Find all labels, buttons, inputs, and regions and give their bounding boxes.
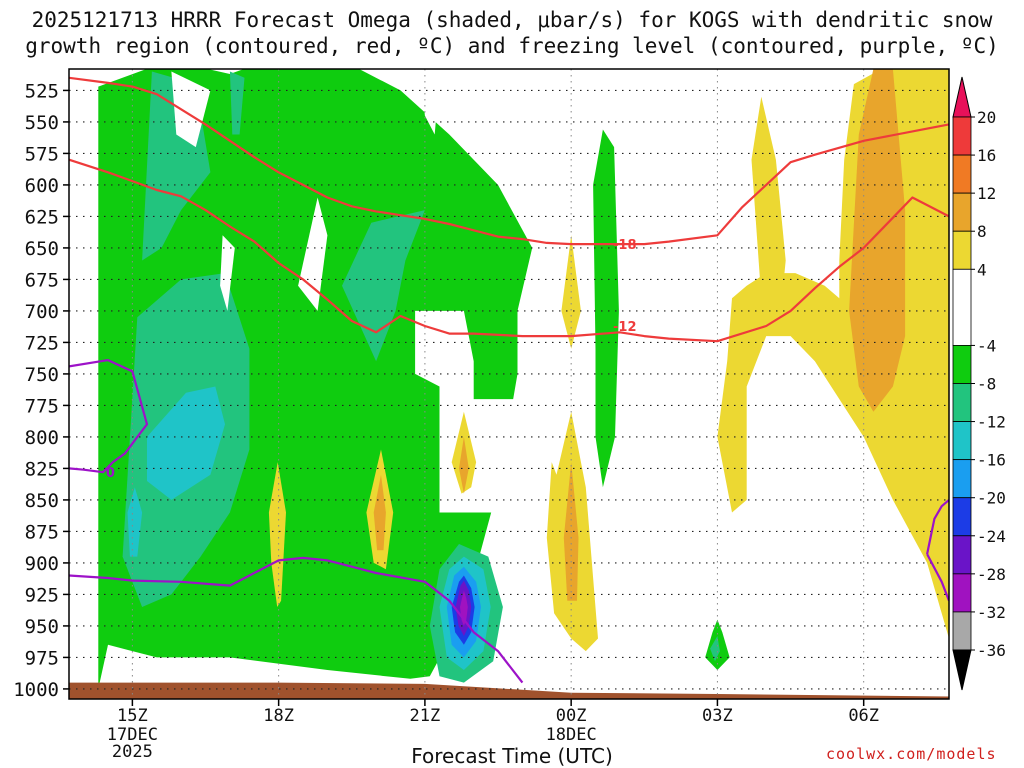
y-tick-label-850: 850 [25,490,59,512]
colorbar-bin-1 [952,116,972,156]
freezing-contour-3 [926,553,949,602]
x-tick-label-06Z: 06Z [848,706,879,726]
y-tick-label-925: 925 [25,584,59,606]
y-tick-label-625: 625 [25,206,59,228]
credit-text: coolwx.com/models [826,745,997,763]
colorbar-label--12: -12 [977,413,1006,432]
omega-region-16 [415,310,518,513]
terrain-layer [69,682,949,699]
colorbar-label--8: -8 [977,375,996,394]
x-tick-label-18Z: 18Z [263,706,294,726]
freezing-contour-2 [926,499,949,555]
y-tick-label-750: 750 [25,364,59,386]
omega-region-22 [751,96,786,311]
y-tick-label-700: 700 [25,301,59,323]
omega-region-30 [459,436,469,494]
x-tick-label-21Z: 21Z [410,706,441,726]
dgz-contour-label-1: -12 [613,320,637,335]
omega-region-8 [127,487,143,557]
omega-region-7 [147,386,225,500]
colorbar-label-4: 4 [977,260,987,279]
colorbar-bin-2 [952,154,972,194]
colorbar-label--28: -28 [977,565,1006,584]
omega-region-26 [268,462,286,607]
y-tick-label-825: 825 [25,458,59,480]
y-tick-label-725: 725 [25,332,59,354]
colorbar: 20 16 12 8 4 -4 -8 -12 -16 -20 -24 -28 -32 -36 [952,76,1006,691]
omega-region-28 [373,474,386,551]
omega-region-5 [342,210,425,362]
x-tick-date-00Z: 18DEC [546,725,597,745]
contour-lines: -18 -12 0 [69,76,949,684]
colorbar-bin-4 [952,230,972,270]
chart-title-line-1: 2025121713 HRRR Forecast Omega (shaded, … [31,8,993,32]
colorbar-bin-5 [952,268,972,346]
colorbar-label-12: 12 [977,184,996,203]
x-axis-label: Forecast Time (UTC) [411,744,613,768]
colorbar-top-arrow [952,76,972,118]
colorbar-bin-10 [952,497,972,537]
omega-region-25 [849,69,906,412]
colorbar-label--36: -36 [977,641,1006,660]
colorbar-label--32: -32 [977,603,1006,622]
plot-frame [68,68,950,700]
omega-region-6 [229,71,245,135]
y-tick-label-650: 650 [25,238,59,260]
omega-region-15 [710,636,720,662]
y-tick-label-575: 575 [25,143,59,165]
freezing-contour-0 [69,359,149,474]
chart-title-line-2: growth region (contoured, red, ºC) and f… [25,34,999,58]
colorbar-bin-6 [952,345,972,384]
x-tick-date-15Z: 17DEC [107,725,158,745]
colorbar-bin-12 [952,573,972,613]
y-axis: 525 550 575 600 625 650 675 700 725 750 775 800 825 8… [13,80,69,701]
colorbar-bin-8 [952,421,972,461]
freezing-contour-1 [69,556,524,684]
x-tick-label-00Z: 00Z [556,706,587,726]
omega-region-1 [593,129,619,488]
colorbar-label-20: 20 [977,108,996,127]
dgz-contour-label-0: -18 [613,238,637,253]
colorbar-label--16: -16 [977,451,1006,470]
colorbar-label-16: 16 [977,146,996,165]
colorbar-bin-13 [952,611,972,651]
colorbar-bottom-arrow [952,649,972,691]
x-tick-year-15Z: 2025 [112,742,153,762]
y-tick-label-675: 675 [25,269,59,291]
colorbar-bin-11 [952,535,972,575]
colorbar-bin-7 [952,383,972,422]
colorbar-bin-9 [952,459,972,499]
x-tick-label-15Z: 15Z [117,706,148,726]
colorbar-label--4: -4 [977,336,996,355]
y-tick-label-975: 975 [25,647,59,669]
y-tick-label-525: 525 [25,80,59,102]
y-tick-label-1000: 1000 [13,679,59,701]
omega-region-17 [220,235,235,311]
colorbar-label--20: -20 [977,489,1006,508]
colorbar-bin-3 [952,192,972,232]
y-tick-label-550: 550 [25,112,59,134]
y-tick-label-800: 800 [25,427,59,449]
x-tick-label-03Z: 03Z [702,706,733,726]
colorbar-label--24: -24 [977,527,1006,546]
omega-region-21 [488,71,503,129]
freezing-contour-label-0: 0 [106,466,115,481]
y-tick-label-875: 875 [25,521,59,543]
y-tick-label-775: 775 [25,395,59,417]
dgz-contour-0 [69,76,949,246]
y-tick-label-600: 600 [25,175,59,197]
y-tick-label-950: 950 [25,616,59,638]
terrain-fill [69,682,949,699]
dgz-contour-1 [69,158,949,343]
colorbar-label-8: 8 [977,222,987,241]
y-tick-label-900: 900 [25,553,59,575]
